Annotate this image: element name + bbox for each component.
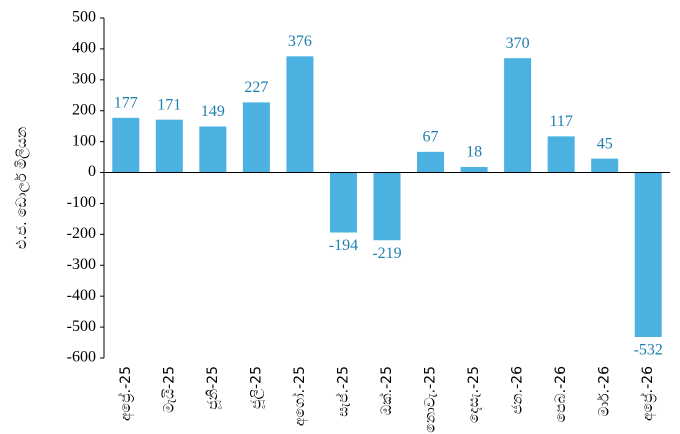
x-tick-label: ජූලි-25	[248, 366, 265, 409]
x-tick-label: නොවැ.-25	[423, 366, 439, 433]
bar	[547, 136, 575, 173]
bar	[417, 151, 445, 173]
y-tick-label: -600	[67, 349, 96, 366]
value-label: 149	[201, 103, 225, 120]
y-tick-label: 400	[72, 40, 96, 57]
value-label: 117	[549, 113, 572, 130]
bar	[504, 58, 532, 173]
bar	[242, 102, 270, 173]
bar	[199, 126, 227, 173]
x-tick-label: මාර්.-26	[597, 366, 613, 417]
value-label: -194	[329, 237, 358, 254]
y-axis-title: එ.ජ. ඩොලර් මිලියන	[14, 127, 30, 250]
bar	[329, 172, 357, 233]
x-tick-label: අප්‍රේ.-26	[640, 366, 657, 421]
value-label: -532	[634, 342, 663, 359]
x-tick-label: සැප්.-25	[335, 366, 351, 417]
value-label: 18	[466, 144, 482, 161]
x-tick-label: ඔක්.-25	[379, 366, 395, 415]
y-tick-label: 200	[72, 101, 96, 118]
x-tick-label: දෙසැ.-25	[466, 366, 482, 423]
y-tick-label: -300	[67, 256, 96, 273]
y-tick-label: 300	[72, 70, 96, 87]
value-label: 177	[114, 95, 138, 112]
x-tick-label: පෙබ.-26	[553, 366, 569, 422]
y-tick-label: 0	[88, 163, 96, 180]
y-tick-label: -200	[67, 225, 96, 242]
value-label: -219	[372, 245, 401, 262]
value-label: 376	[288, 33, 312, 50]
value-label: 67	[423, 129, 439, 146]
x-tick-label: අගෝ.-25	[292, 366, 309, 426]
bar	[155, 119, 183, 173]
y-tick-label: -500	[67, 318, 96, 335]
bar	[591, 158, 619, 173]
bar	[286, 56, 314, 173]
y-tick-label: 100	[72, 132, 96, 149]
value-label: 171	[157, 96, 181, 113]
y-tick-label: -400	[67, 287, 96, 304]
bar	[373, 172, 401, 241]
y-tick-label: -100	[67, 194, 96, 211]
x-tick-label: මැයි-25	[161, 366, 177, 413]
value-label: 45	[597, 135, 613, 152]
bar	[460, 166, 488, 173]
value-label: 227	[244, 79, 268, 96]
bar	[634, 172, 662, 337]
x-tick-label: අප්‍රේ.-25	[118, 366, 135, 421]
x-tick-label: ජන.-26	[510, 366, 526, 414]
x-tick-label: ජූනි-25	[205, 366, 222, 410]
bar	[112, 117, 140, 173]
y-tick-label: 500	[72, 9, 96, 26]
value-label: 370	[506, 35, 530, 52]
